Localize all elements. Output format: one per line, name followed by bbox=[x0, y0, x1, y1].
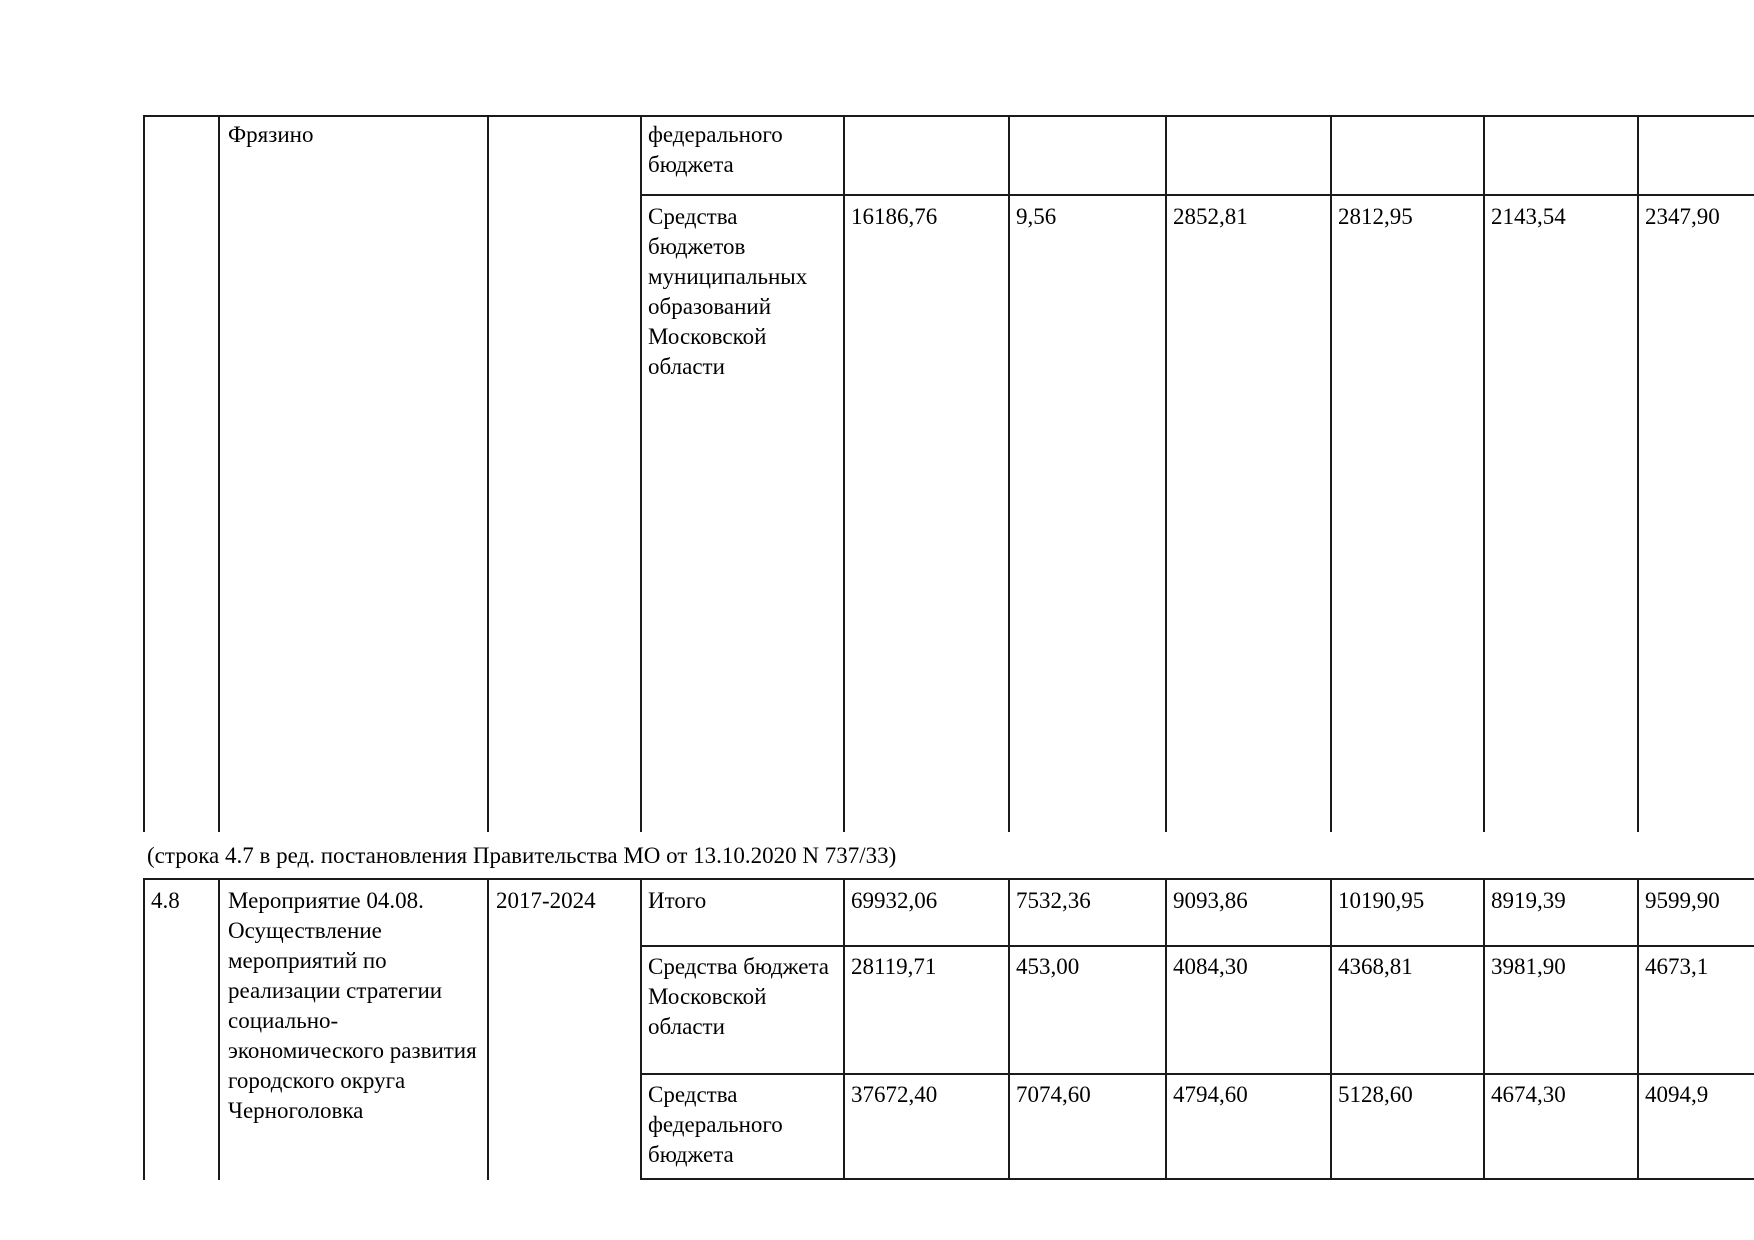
cell-funding-source: федерального бюджета bbox=[648, 122, 783, 177]
cell-amount: 4674,30 bbox=[1491, 1082, 1566, 1107]
cell-amount: 10190,95 bbox=[1338, 888, 1425, 913]
cell-amount: 9599,90 bbox=[1645, 888, 1720, 913]
amendment-note: (строка 4.7 в ред. постановления Правите… bbox=[147, 843, 897, 868]
cell-amount: 69932,06 bbox=[851, 888, 938, 913]
cell-funding-source: Итого bbox=[648, 888, 707, 913]
cell-amount: 28119,71 bbox=[851, 954, 937, 979]
cell-amount: 9,56 bbox=[1016, 204, 1057, 229]
cell-amount: 4368,81 bbox=[1338, 954, 1413, 979]
table-border bbox=[843, 115, 845, 832]
cell-amount: 7532,36 bbox=[1016, 888, 1091, 913]
cell-amount: 3981,90 bbox=[1491, 954, 1566, 979]
cell-item-name: Мероприятие 04.08. Осуществление меропри… bbox=[228, 888, 477, 1123]
table-border bbox=[487, 878, 489, 1180]
table-border bbox=[218, 878, 220, 1180]
table-border bbox=[640, 115, 642, 832]
table-border bbox=[843, 878, 845, 1180]
cell-funding-source: Средства федерального бюджета bbox=[648, 1082, 783, 1167]
table-border bbox=[1330, 115, 1332, 832]
cell-amount: 16186,76 bbox=[851, 204, 938, 229]
table-border bbox=[487, 115, 489, 832]
table-border bbox=[1637, 878, 1639, 1180]
table-border bbox=[1483, 878, 1485, 1180]
cell-amount: 2143,54 bbox=[1491, 204, 1566, 229]
table-border bbox=[1165, 878, 1167, 1180]
cell-municipality: Фрязино bbox=[228, 122, 314, 147]
cell-amount: 2852,81 bbox=[1173, 204, 1248, 229]
cell-amount: 7074,60 bbox=[1016, 1082, 1091, 1107]
cell-amount: 4094,9 bbox=[1645, 1082, 1709, 1107]
table-border bbox=[143, 115, 1754, 117]
table-border bbox=[143, 878, 1754, 880]
cell-amount: 4084,30 bbox=[1173, 954, 1248, 979]
table-border bbox=[640, 1178, 1754, 1180]
cell-amount: 2347,90 bbox=[1645, 204, 1720, 229]
cell-funding-source: Средства бюджета Московской области bbox=[648, 954, 829, 1039]
cell-amount: 4794,60 bbox=[1173, 1082, 1248, 1107]
cell-amount: 2812,95 bbox=[1338, 204, 1413, 229]
table-border bbox=[1008, 115, 1010, 832]
table-border bbox=[1008, 878, 1010, 1180]
table-border bbox=[640, 194, 1754, 196]
table-border bbox=[1483, 115, 1485, 832]
table-border bbox=[1165, 115, 1167, 832]
cell-funding-source: Средства бюджетов муниципальных образова… bbox=[648, 204, 808, 379]
table-border bbox=[640, 945, 1754, 947]
cell-amount: 4673,1 bbox=[1645, 954, 1709, 979]
table-border bbox=[143, 878, 145, 1180]
cell-amount: 9093,86 bbox=[1173, 888, 1248, 913]
table-border bbox=[640, 878, 642, 1180]
table-border bbox=[143, 115, 145, 832]
table-border bbox=[1637, 115, 1639, 832]
table-border bbox=[1330, 878, 1332, 1180]
table-border bbox=[640, 1073, 1754, 1075]
cell-amount: 5128,60 bbox=[1338, 1082, 1413, 1107]
cell-amount: 37672,40 bbox=[851, 1082, 938, 1107]
cell-period: 2017-2024 bbox=[496, 888, 596, 913]
table-border bbox=[218, 115, 220, 832]
cell-amount: 8919,39 bbox=[1491, 888, 1566, 913]
cell-item-number: 4.8 bbox=[151, 888, 180, 913]
cell-amount: 453,00 bbox=[1016, 954, 1080, 979]
